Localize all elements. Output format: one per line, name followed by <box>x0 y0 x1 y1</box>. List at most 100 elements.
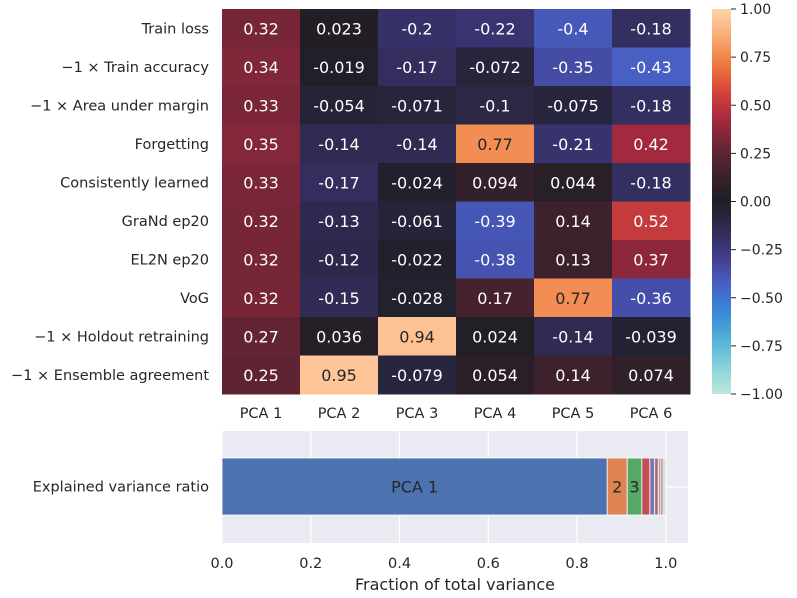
heatmap-cell-label: 0.17 <box>477 289 513 308</box>
heatmap-cell-label: -0.4 <box>557 19 588 38</box>
heatmap-cell <box>378 317 457 356</box>
heatmap-cell-label: 0.14 <box>555 366 591 385</box>
heatmap-cell <box>534 355 613 395</box>
heatmap-cell-label: 0.32 <box>243 289 279 308</box>
variance-segment-label: 2 <box>612 478 622 497</box>
heatmap-column-label: PCA 6 <box>630 406 673 422</box>
heatmap-row-label: −1 × Holdout retraining <box>34 329 209 345</box>
heatmap-cell <box>222 278 301 318</box>
heatmap-row-label: −1 × Ensemble agreement <box>11 368 209 384</box>
heatmap-cell <box>612 317 691 356</box>
heatmap-cell-label: -0.14 <box>318 135 359 154</box>
heatmap-cell <box>222 240 301 279</box>
variance-x-tick-label: 0.0 <box>210 556 233 572</box>
variance-x-axis-label: Fraction of total variance <box>355 575 555 594</box>
heatmap-cell <box>456 317 535 356</box>
heatmap-row-label: Train loss <box>141 21 209 37</box>
colorbar-tick-label: 0.50 <box>740 98 771 114</box>
heatmap-cell-label: 0.054 <box>472 366 518 385</box>
heatmap-cell-label: -0.39 <box>474 212 515 231</box>
heatmap-row-label: −1 × Area under margin <box>30 98 209 114</box>
heatmap-cell-label: -0.024 <box>391 173 443 192</box>
heatmap-cell <box>222 9 301 48</box>
heatmap-row-labels: Train loss −1 × Train accuracy −1 × Area u… <box>11 21 209 384</box>
heatmap-cell-label: 0.52 <box>633 212 669 231</box>
colorbar: 1.00 0.75 0.50 0.25 0.00 −0.25 −0.50 −0.75 −1.00 <box>712 2 783 403</box>
heatmap: 0.32 0.023 -0.2 -0.22 -0.4 -0.18 0.34 -0.019 -0.… <box>11 9 691 422</box>
colorbar-gradient <box>712 9 731 394</box>
heatmap-cells <box>222 9 691 395</box>
heatmap-cell <box>378 240 457 279</box>
heatmap-cell-labels: 0.32 0.023 -0.2 -0.22 -0.4 -0.18 0.34 -0.019 -0.… <box>243 19 677 385</box>
heatmap-cell-label: 0.14 <box>555 212 591 231</box>
heatmap-cell-label: -0.061 <box>391 212 443 231</box>
heatmap-cell <box>612 86 691 125</box>
heatmap-cell-label: 0.42 <box>633 135 669 154</box>
heatmap-cell <box>300 9 379 48</box>
colorbar-tick-label: −0.25 <box>740 243 783 259</box>
heatmap-cell <box>456 355 535 395</box>
heatmap-cell-label: 0.94 <box>399 327 435 346</box>
heatmap-cell-label: 0.074 <box>628 366 674 385</box>
heatmap-row-label: Forgetting <box>135 137 209 153</box>
heatmap-cell <box>378 163 457 202</box>
heatmap-cell <box>300 240 379 279</box>
heatmap-cell <box>300 317 379 356</box>
heatmap-cell <box>534 201 613 241</box>
heatmap-cell-label: -0.17 <box>396 58 437 77</box>
heatmap-cell <box>534 278 613 318</box>
variance-segment <box>641 457 651 516</box>
heatmap-cell-label: -0.2 <box>401 19 432 38</box>
heatmap-cell <box>222 355 301 395</box>
variance-segment <box>221 457 608 516</box>
heatmap-cell-label: -0.18 <box>630 96 671 115</box>
colorbar-tick-label: 0.75 <box>740 50 771 66</box>
variance-segment <box>664 457 667 516</box>
heatmap-cell <box>612 163 691 202</box>
heatmap-cell-label: -0.36 <box>630 289 671 308</box>
heatmap-cell <box>612 47 691 87</box>
heatmap-cell <box>534 317 613 356</box>
heatmap-cell <box>534 9 613 48</box>
heatmap-cell-label: 0.77 <box>555 289 591 308</box>
heatmap-column-label: PCA 5 <box>552 406 595 422</box>
heatmap-column-label: PCA 4 <box>474 406 517 422</box>
heatmap-cell <box>222 124 301 164</box>
variance-x-tick-label: 1.0 <box>654 556 677 572</box>
heatmap-cell-label: 0.35 <box>243 135 279 154</box>
heatmap-cell-label: -0.039 <box>625 327 677 346</box>
heatmap-cell <box>456 47 535 87</box>
variance-x-tick-label: 0.6 <box>477 556 500 572</box>
heatmap-cell-label: -0.079 <box>391 366 443 385</box>
heatmap-cell <box>456 201 535 241</box>
heatmap-cell <box>378 9 457 48</box>
variance-segment <box>654 457 659 516</box>
heatmap-cell <box>456 163 535 202</box>
heatmap-cell-label: -0.17 <box>318 173 359 192</box>
heatmap-cell <box>456 240 535 279</box>
heatmap-cell-label: -0.072 <box>469 58 521 77</box>
heatmap-cell <box>300 201 379 241</box>
heatmap-cell <box>300 47 379 87</box>
heatmap-cell-label: 0.27 <box>243 327 279 346</box>
heatmap-cell-label: -0.12 <box>318 250 359 269</box>
heatmap-cell-label: 0.33 <box>243 96 279 115</box>
heatmap-cell <box>378 86 457 125</box>
heatmap-cell-label: -0.13 <box>318 212 359 231</box>
heatmap-cell-label: 0.023 <box>316 19 362 38</box>
heatmap-cell <box>300 124 379 164</box>
heatmap-cell <box>300 278 379 318</box>
heatmap-cell <box>612 201 691 241</box>
heatmap-cell <box>300 86 379 125</box>
colorbar-tick-label: −0.75 <box>740 339 783 355</box>
colorbar-ticks: 1.00 0.75 0.50 0.25 0.00 −0.25 −0.50 −0.75 −1.00 <box>731 2 783 403</box>
heatmap-cell <box>222 163 301 202</box>
heatmap-cell <box>300 163 379 202</box>
heatmap-cell <box>534 163 613 202</box>
heatmap-cell <box>222 86 301 125</box>
heatmap-cell <box>534 240 613 279</box>
heatmap-row-label: EL2N ep20 <box>131 252 210 268</box>
heatmap-cell <box>612 9 691 48</box>
